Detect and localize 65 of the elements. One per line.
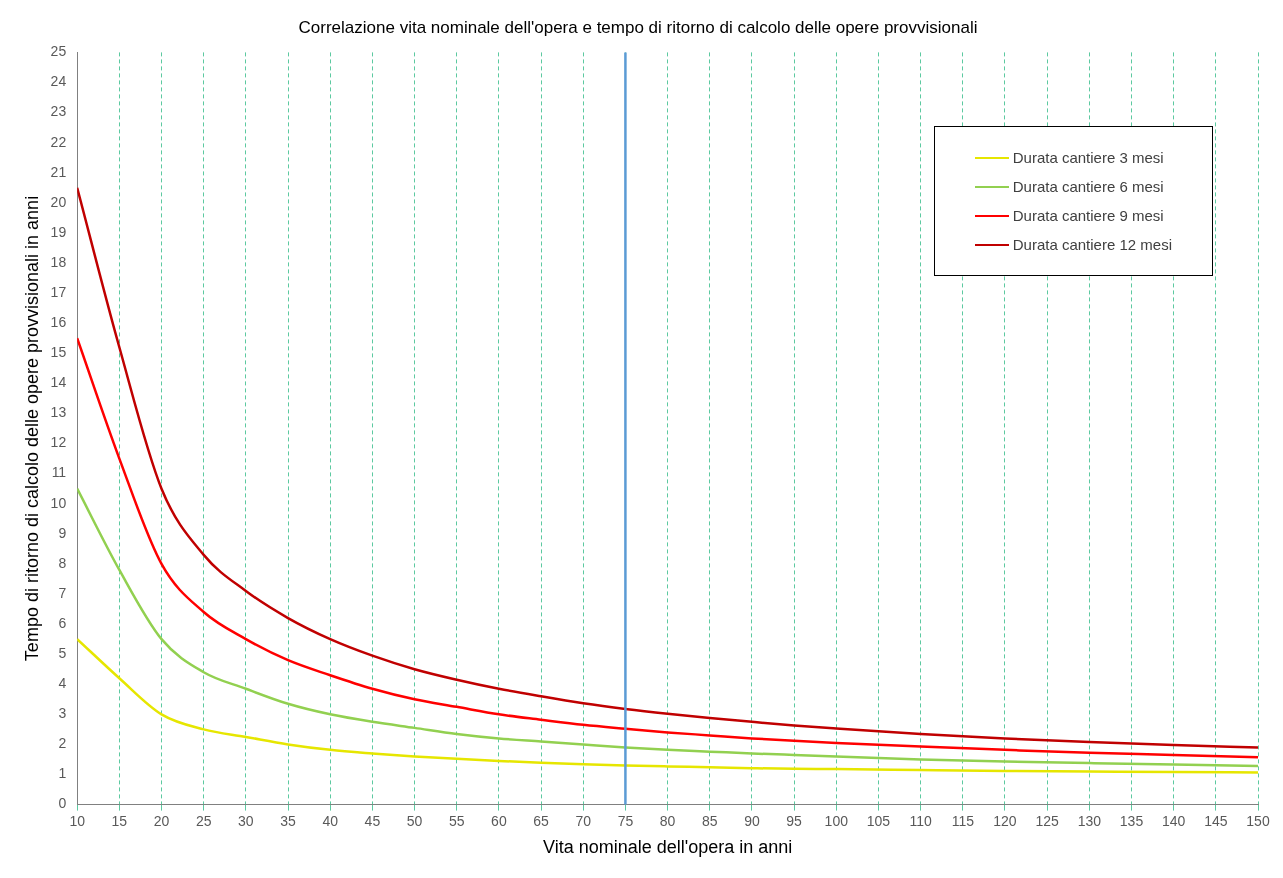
line-series [77, 336, 1258, 759]
x-tick-label: 15 [111, 812, 128, 829]
line-series [77, 487, 1258, 768]
y-tick-label: 4 [58, 675, 67, 692]
x-tick-label: 55 [448, 812, 465, 829]
x-tick-label: 140 [1161, 812, 1186, 829]
x-tick-label: 40 [322, 812, 339, 829]
x-tick-label: 150 [1246, 812, 1270, 829]
x-tick-label: 100 [824, 812, 849, 829]
y-tick-label: 6 [58, 614, 67, 631]
y-tick-label: 25 [50, 43, 67, 60]
legend-label: Durata cantiere 6 mesi [1012, 178, 1164, 195]
legend-label: Durata cantiere 3 mesi [1012, 149, 1164, 166]
x-tick-label: 85 [701, 812, 718, 829]
y-tick-label: 24 [50, 73, 67, 90]
x-tick-label: 50 [406, 812, 423, 829]
y-tick-label: 18 [50, 253, 67, 270]
y-tick-label: 15 [50, 344, 67, 361]
x-tick-label: 35 [280, 812, 297, 829]
y-tick-label: 5 [58, 645, 67, 662]
x-tick-label: 45 [364, 812, 381, 829]
y-tick-label: 7 [58, 584, 67, 601]
y-tick-label: 16 [50, 314, 67, 331]
y-tick-label: 9 [58, 524, 67, 541]
x-tick-label: 120 [993, 812, 1017, 829]
x-tick-label: 65 [533, 812, 550, 829]
y-tick-label: 8 [58, 554, 67, 571]
x-tick-label: 115 [951, 812, 975, 829]
y-tick-label: 14 [50, 374, 67, 391]
x-tick-label: 10 [69, 812, 86, 829]
y-tick-label: 23 [50, 103, 67, 120]
y-axis-title: Tempo di ritorno di calcolo delle opere provvisionali in anni [21, 195, 42, 662]
x-tick-label: 60 [491, 812, 507, 829]
x-tick-label: 135 [1119, 812, 1144, 829]
x-tick-label: 110 [909, 812, 932, 829]
x-tick-label: 105 [866, 812, 891, 829]
y-tick-label: 3 [58, 705, 67, 722]
x-tick-label: 125 [1035, 812, 1060, 829]
y-tick-label: 1 [58, 765, 67, 782]
y-tick-label: 10 [50, 494, 67, 511]
y-tick-label: 19 [50, 223, 67, 240]
x-tick-label: 80 [659, 812, 676, 829]
y-tick-label: 21 [50, 163, 67, 180]
x-tick-label: 145 [1204, 812, 1228, 829]
y-tick-label: 20 [50, 193, 67, 210]
legend-label: Durata cantiere 9 mesi [1012, 207, 1164, 224]
x-tick-label: 75 [617, 812, 634, 829]
x-tick-label: 20 [153, 812, 170, 829]
x-tick-label: 25 [195, 812, 212, 829]
x-axis-title: Vita nominale dell'opera in anni [542, 837, 793, 858]
y-tick-label: 11 [51, 464, 67, 481]
x-tick-label: 70 [575, 812, 592, 829]
y-tick-label: 0 [58, 795, 67, 812]
x-tick-label: 95 [786, 812, 803, 829]
y-tick-label: 13 [50, 404, 67, 421]
chart-title: Correlazione vita nominale dell'opera e tempo di ritorno di calcolo delle opere provvisionali [298, 17, 978, 37]
legend-label: Durata cantiere 12 mesi [1012, 236, 1172, 253]
y-tick-label: 22 [50, 133, 67, 150]
x-tick-label: 90 [744, 812, 760, 829]
y-tick-label: 2 [58, 735, 67, 752]
x-tick-label: 130 [1077, 812, 1102, 829]
line-series [77, 637, 1258, 774]
y-tick-label: 12 [50, 434, 67, 451]
x-tick-label: 30 [238, 812, 254, 829]
y-tick-label: 17 [50, 283, 67, 300]
